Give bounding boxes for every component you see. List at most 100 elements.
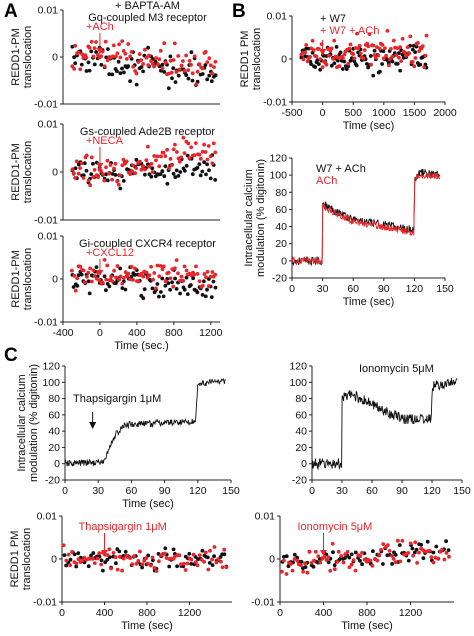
data-point-red [214,560,219,565]
data-point-red [410,60,415,64]
data-point-red [337,64,342,69]
x-tick-label: 150 [453,485,471,497]
data-point-red [152,271,157,275]
data-point-red [440,547,444,552]
data-point-red [318,57,323,61]
y-tick-label: 120 [289,361,307,373]
y-tick-label: 0.01 [255,511,276,523]
data-point-black [189,50,194,55]
data-point-red [173,266,177,271]
data-point-red [136,60,141,64]
data-point-red [158,48,163,53]
data-point-red [355,31,359,36]
data-point-red [147,53,152,58]
annotation-label: Thapsigargin 1μM [79,521,167,533]
data-point-red [442,557,447,562]
data-point-red [115,51,120,56]
data-point-red [118,274,123,279]
data-point-black [182,168,187,173]
data-point-red [413,540,418,545]
data-point-red [295,558,300,563]
data-point-red [183,568,188,572]
data-point-red [155,263,160,268]
x-tick-label: 150 [222,485,240,497]
data-point-black [170,280,175,285]
data-point-red [179,562,183,567]
data-point-red [144,158,149,163]
data-point-red [431,560,436,565]
data-point-red [312,558,316,563]
data-point-black [82,161,87,166]
y-tick-label: 120 [269,153,287,165]
data-point-red [181,59,185,63]
data-point-red [99,54,104,59]
data-point-black [75,284,80,288]
data-point-red [352,56,357,61]
x-tick-label: 0 [320,107,326,119]
data-point-black [326,560,331,565]
data-point-black [76,551,81,556]
data-point-red [208,154,213,159]
y-tick-label: 120 [42,361,60,373]
data-point-red [128,172,133,177]
data-point-red [149,59,153,63]
data-point-red [314,54,319,59]
data-point-black [171,66,176,71]
data-point-red [353,46,358,50]
y-tick-label: 40 [295,426,307,438]
data-point-red [107,171,111,176]
data-point-black [118,186,123,191]
chart-title: + BAPTA-AM Gq-coupled M3 receptor [88,0,207,24]
data-point-black [397,51,401,55]
data-point-black [163,164,168,169]
data-point-red [381,56,386,61]
data-point-black [118,266,123,271]
data-point-red [92,168,97,172]
data-point-black [173,175,178,180]
data-point-red [423,53,428,58]
data-point-red [150,555,155,560]
data-point-red [171,284,176,289]
data-point-black [94,265,99,269]
data-point-red [80,52,84,56]
data-point-red [301,57,306,62]
data-point-black [202,279,206,284]
annotation-label: Ionomycin 5μM [359,363,434,375]
data-point-black [104,172,108,177]
data-point-red [166,71,171,76]
data-point-black [161,294,166,299]
data-point-red [197,279,202,284]
data-point-red [72,273,77,278]
data-point-red [202,272,207,276]
data-point-red [341,560,346,565]
data-point-red [73,288,78,293]
data-point-black [446,548,451,552]
data-point-red [157,164,162,169]
panel-letter-c: C [4,345,18,366]
data-point-red [360,550,364,555]
data-point-black [203,294,208,299]
data-point-red [429,555,434,560]
data-point-black [205,287,209,292]
annotation-arrowhead [319,49,327,56]
y-tick-label: -20 [292,475,307,487]
data-point-black [171,171,176,176]
data-point-red [102,178,107,183]
data-point-red [351,52,356,56]
data-point-red [109,566,113,571]
data-point-red [92,274,97,278]
data-point-red [115,567,120,572]
data-point-black [91,161,95,166]
data-point-red [282,558,286,563]
data-point-red [160,66,165,70]
data-point-black [342,59,347,64]
legend-entry: W7 + ACh [316,163,366,175]
data-point-red [206,284,211,288]
data-point-black [395,61,400,66]
data-point-black [105,557,110,562]
data-point-black [126,64,131,69]
